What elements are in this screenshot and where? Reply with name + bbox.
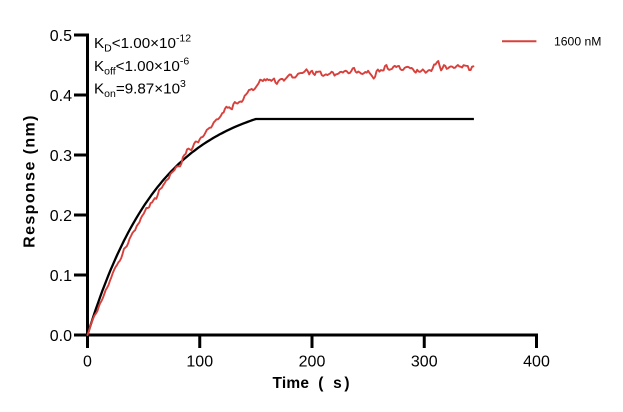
svg-text:0: 0 (83, 354, 92, 371)
svg-text:Koff<1.00×10-6: Koff<1.00×10-6 (94, 55, 189, 77)
svg-text:400: 400 (523, 354, 550, 371)
svg-text:0.1: 0.1 (50, 268, 72, 285)
svg-text:0.2: 0.2 (50, 208, 72, 225)
svg-text:0.4: 0.4 (50, 88, 72, 105)
svg-text:Kon=9.87×103: Kon=9.87×103 (94, 78, 186, 100)
svg-text:0.3: 0.3 (50, 148, 72, 165)
svg-text:Response (nm): Response (nm) (22, 114, 39, 248)
svg-text:0.0: 0.0 (50, 328, 72, 345)
svg-text:100: 100 (186, 354, 213, 371)
svg-text:200: 200 (299, 354, 326, 371)
svg-text:0.5: 0.5 (50, 28, 72, 45)
svg-text:300: 300 (411, 354, 438, 371)
svg-text:1600 nM: 1600 nM (554, 34, 601, 48)
svg-text:Time(s): Time(s) (273, 375, 350, 392)
svg-text:KD<1.00×10-12: KD<1.00×10-12 (94, 33, 191, 55)
